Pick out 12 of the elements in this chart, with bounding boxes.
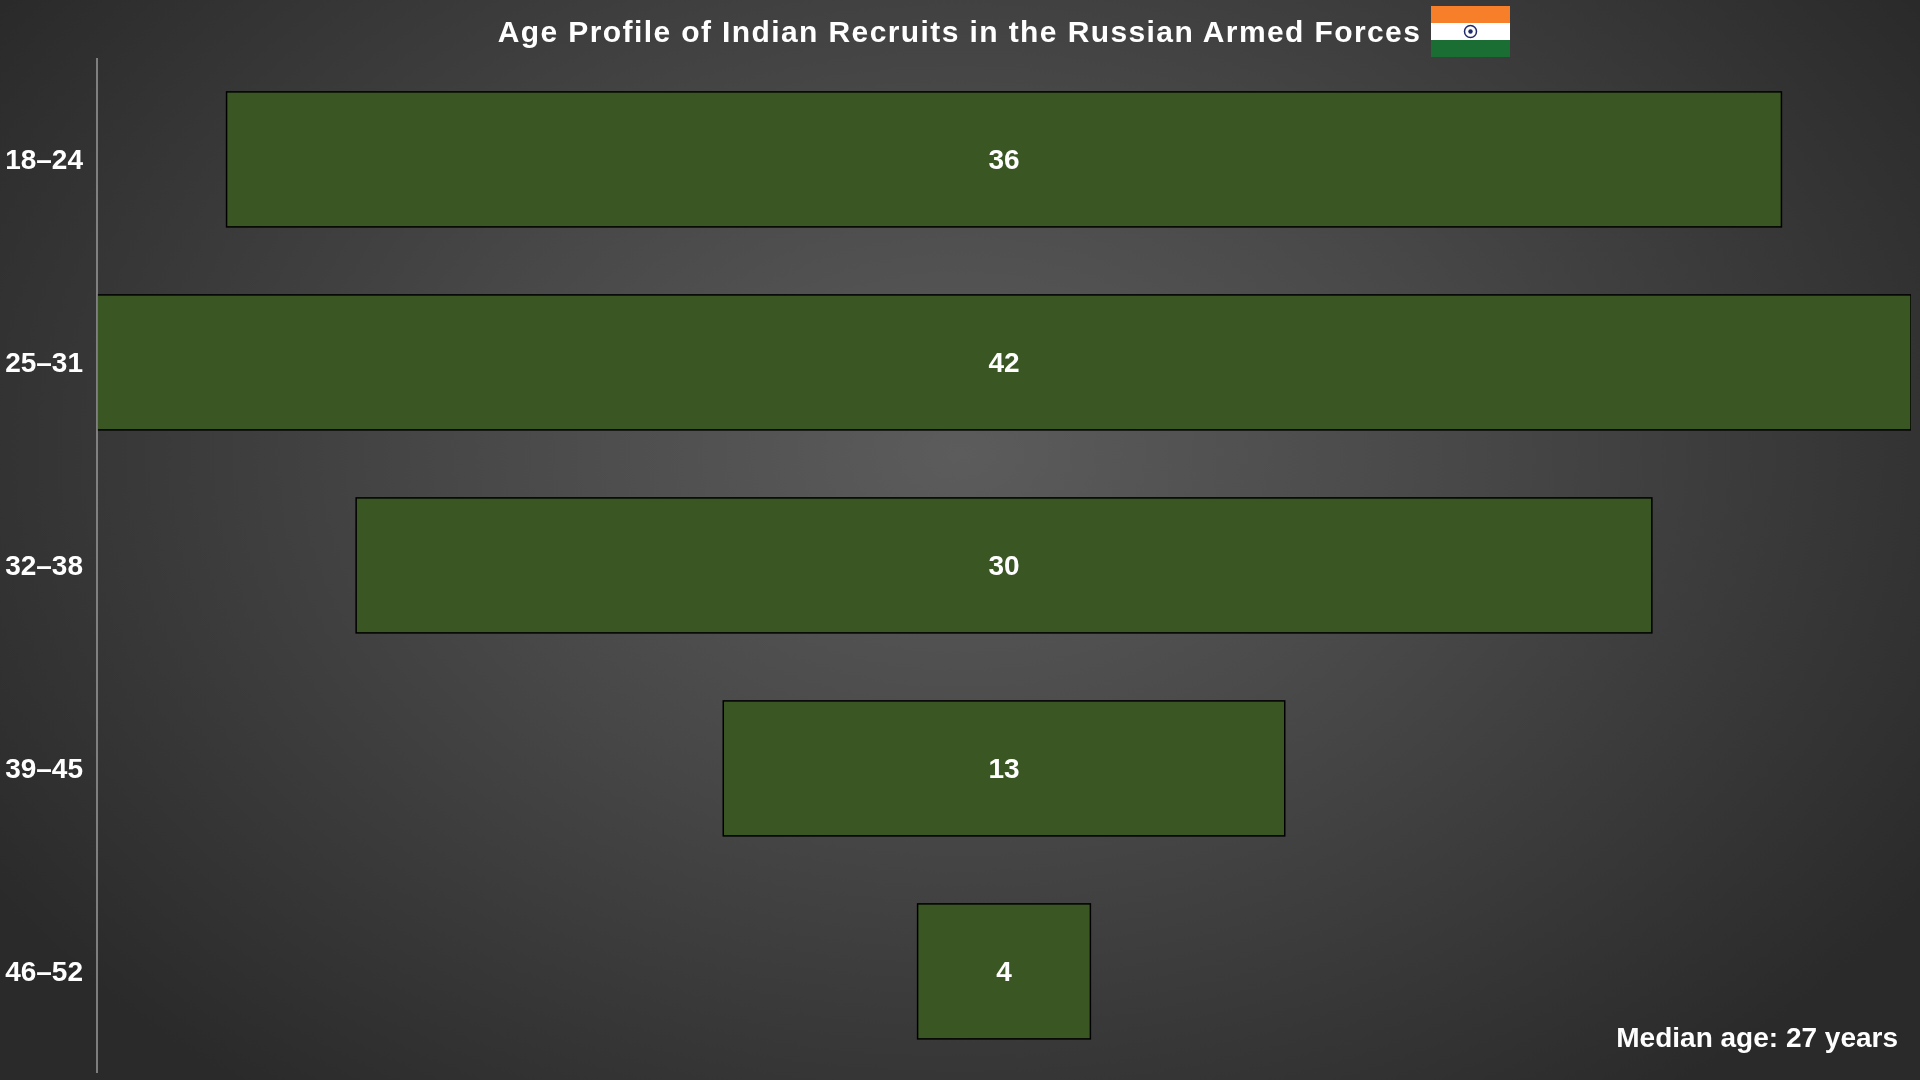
category-label: 18–24 <box>5 144 84 176</box>
category-label: 39–45 <box>5 753 83 785</box>
text: Age Profile of Indian Recruits in the Russian Armed Forces <box>497 14 1422 49</box>
data-label: 30 <box>988 549 1020 581</box>
data-label: 36 <box>988 143 1020 175</box>
data-label: 13 <box>988 752 1020 784</box>
category-label: 32–38 <box>5 550 83 582</box>
category-label: 46–52 <box>5 956 83 988</box>
category-label: 25–31 <box>5 347 83 379</box>
data-label: 4 <box>996 955 1013 987</box>
text: Median age: 27 years <box>1616 1022 1898 1054</box>
data-label: 42 <box>988 346 1020 378</box>
